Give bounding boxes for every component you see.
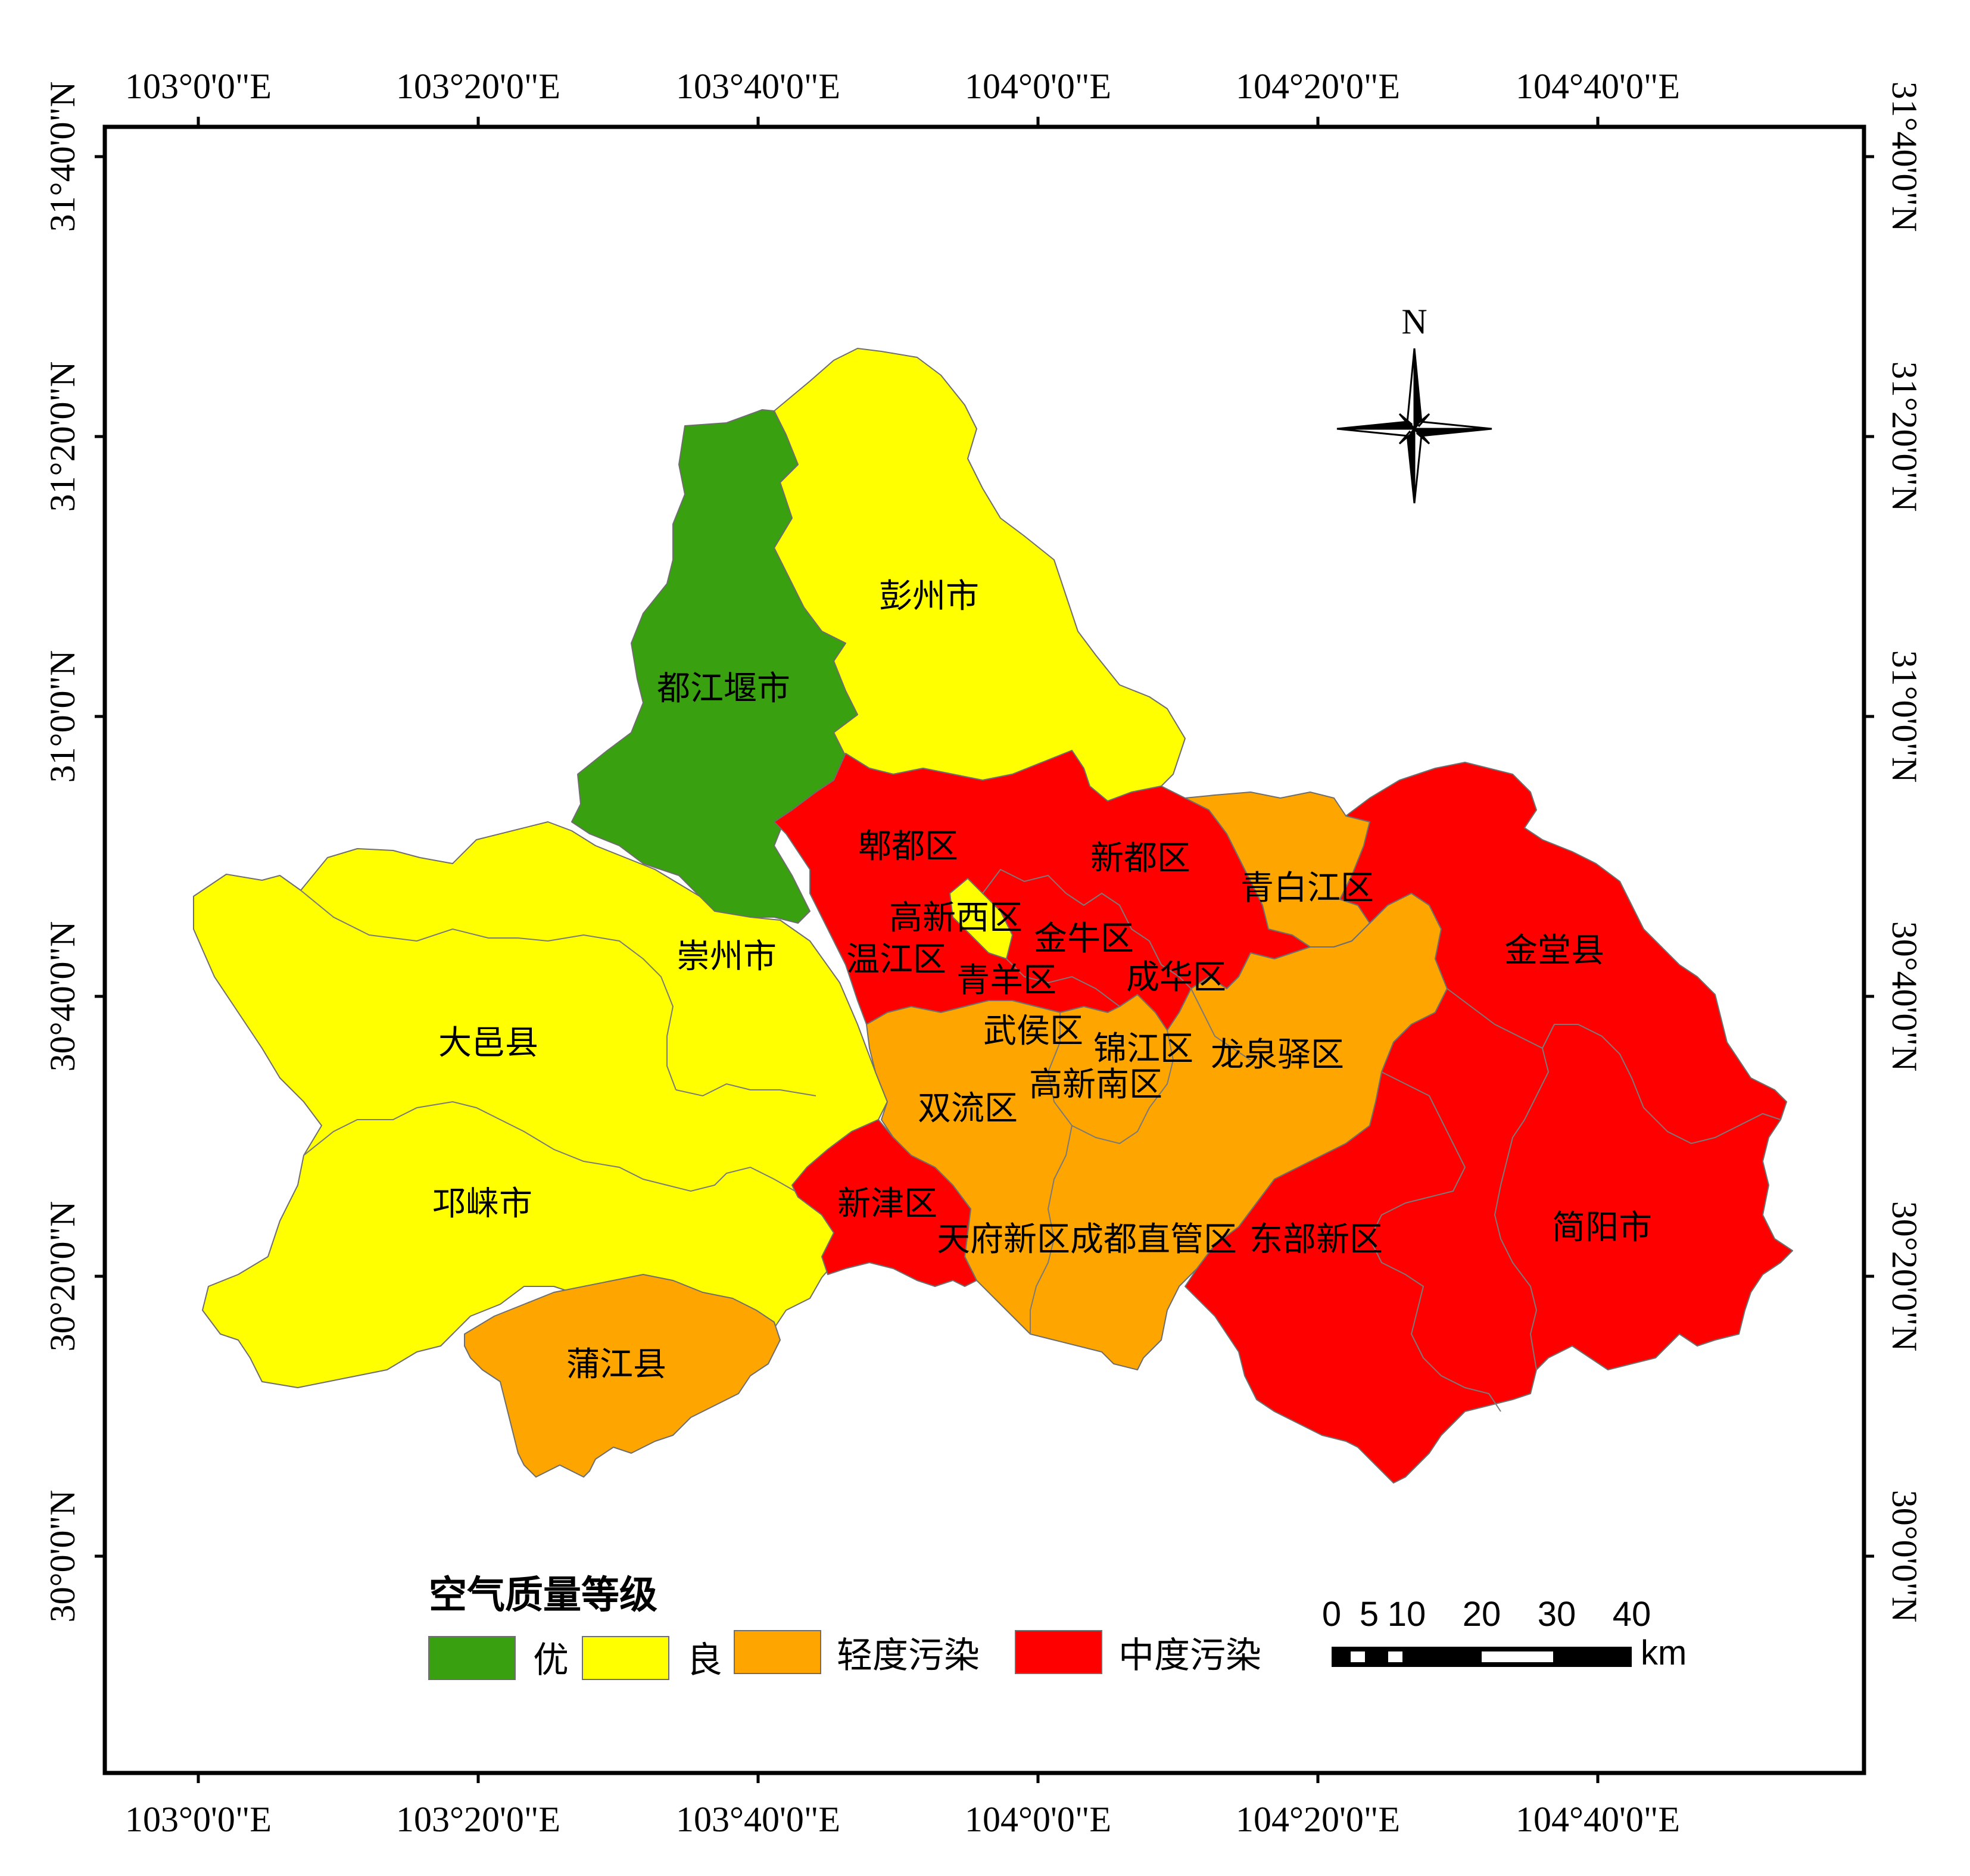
label-jianyang: 简阳市 bbox=[1552, 1208, 1652, 1247]
label-wenjiang: 温江区 bbox=[846, 940, 946, 979]
bottom-lon-label: 104°0'0"E bbox=[965, 1800, 1111, 1839]
legend-swatch-good bbox=[582, 1636, 669, 1680]
legend-title: 空气质量等级 bbox=[429, 1573, 657, 1618]
top-lon-label: 103°0'0"E bbox=[125, 67, 272, 106]
label-xinjin: 新津区 bbox=[837, 1185, 937, 1223]
scale-tick-5: 5 bbox=[1360, 1595, 1379, 1634]
label-dayi: 大邑县 bbox=[438, 1024, 538, 1062]
scale-tick-40: 40 bbox=[1613, 1595, 1651, 1634]
region-dujiangyan bbox=[571, 409, 858, 924]
label-wuhou: 武侯区 bbox=[983, 1012, 1083, 1051]
region-gaoxinxi bbox=[949, 878, 1013, 959]
label-jinniu: 金牛区 bbox=[1034, 920, 1134, 958]
label-xindu: 新都区 bbox=[1090, 839, 1190, 878]
right-lat-label: 31°20'0"N bbox=[1885, 362, 1924, 512]
left-lat-label: 31°20'0"N bbox=[43, 362, 82, 512]
label-chongzhou: 崇州市 bbox=[677, 937, 777, 976]
internal-boundaries bbox=[300, 868, 1781, 1412]
scale-tick-0: 0 bbox=[1322, 1595, 1341, 1634]
left-lat-label: 30°0'0"N bbox=[43, 1490, 82, 1623]
left-lat-label: 31°0'0"N bbox=[43, 650, 82, 783]
label-tianfu: 天府新区成都直管区 bbox=[937, 1220, 1237, 1259]
district-labels: 彭州市 都江堰市 郫都区 新都区 青白江区 高新西区 金牛区 温江区 青羊区 成… bbox=[432, 577, 1652, 1384]
legend-label-light: 轻度污染 bbox=[837, 1635, 980, 1676]
bottom-lon-label: 103°20'0"E bbox=[396, 1800, 560, 1839]
top-longitude-labels: 103°0'0"E 103°20'0"E 103°40'0"E 104°0'0"… bbox=[125, 67, 1680, 106]
scale-bar-segment bbox=[1388, 1651, 1402, 1662]
region-good-west bbox=[193, 821, 888, 1388]
region-xinjin bbox=[791, 1119, 977, 1287]
map-frame bbox=[102, 124, 1866, 1775]
label-dujiangyan: 都江堰市 bbox=[657, 669, 790, 708]
label-qingbaijiang: 青白江区 bbox=[1240, 869, 1374, 908]
scale-bar-segment bbox=[1482, 1651, 1553, 1662]
top-lon-label: 103°40'0"E bbox=[676, 67, 840, 106]
label-jinjiang: 锦江区 bbox=[1093, 1030, 1193, 1068]
label-gaoxinnan: 高新南区 bbox=[1029, 1065, 1162, 1104]
graticule-ticks bbox=[95, 117, 1874, 1783]
label-qingyang: 青羊区 bbox=[956, 961, 1056, 1000]
label-gaoxinxi: 高新西区 bbox=[889, 899, 1023, 937]
label-shuangliu: 双流区 bbox=[918, 1089, 1018, 1128]
region-red-east bbox=[1185, 762, 1793, 1484]
legend-label-excellent: 优 bbox=[533, 1640, 569, 1681]
label-qionglai: 邛崃市 bbox=[432, 1185, 532, 1223]
label-longquanyi: 龙泉驿区 bbox=[1211, 1036, 1344, 1074]
scale-tick-10: 10 bbox=[1388, 1595, 1426, 1634]
right-latitude-labels: 31°40'0"N 31°20'0"N 31°0'0"N 30°40'0"N 3… bbox=[1885, 82, 1924, 1623]
right-lat-label: 30°20'0"N bbox=[1885, 1201, 1924, 1352]
scale-bar: 0 5 10 20 30 40 km bbox=[1322, 1595, 1687, 1672]
top-lon-label: 104°40'0"E bbox=[1516, 67, 1680, 106]
compass-star-icon bbox=[1336, 348, 1492, 504]
label-pengzhou: 彭州市 bbox=[879, 577, 979, 616]
region-pengzhou bbox=[774, 348, 1186, 802]
bottom-lon-label: 103°40'0"E bbox=[676, 1800, 840, 1839]
top-lon-label: 104°0'0"E bbox=[965, 67, 1111, 106]
legend-swatch-moderate bbox=[1015, 1630, 1102, 1674]
scale-bar-segment bbox=[1351, 1651, 1365, 1662]
bottom-lon-label: 103°0'0"E bbox=[125, 1800, 272, 1839]
legend-swatch-excellent bbox=[428, 1636, 516, 1680]
scale-tick-30: 30 bbox=[1538, 1595, 1576, 1634]
left-lat-label: 30°20'0"N bbox=[43, 1201, 82, 1352]
label-chenghua: 成华区 bbox=[1126, 958, 1226, 997]
label-dongbu: 东部新区 bbox=[1249, 1220, 1383, 1259]
legend-label-moderate: 中度污染 bbox=[1118, 1635, 1261, 1676]
right-lat-label: 31°40'0"N bbox=[1885, 82, 1924, 232]
top-lon-label: 103°20'0"E bbox=[396, 67, 560, 106]
right-lat-label: 31°0'0"N bbox=[1885, 650, 1924, 783]
bottom-longitude-labels: 103°0'0"E 103°20'0"E 103°40'0"E 104°0'0"… bbox=[125, 1800, 1680, 1839]
top-lon-label: 104°20'0"E bbox=[1236, 67, 1400, 106]
label-jintang: 金堂县 bbox=[1504, 931, 1604, 970]
north-arrow-label: N bbox=[1401, 302, 1427, 341]
right-lat-label: 30°40'0"N bbox=[1885, 921, 1924, 1072]
legend-label-good: 良 bbox=[687, 1640, 722, 1681]
scale-tick-20: 20 bbox=[1463, 1595, 1501, 1634]
district-regions bbox=[193, 348, 1793, 1484]
bottom-lon-label: 104°20'0"E bbox=[1236, 1800, 1400, 1839]
label-pidu: 郫都区 bbox=[858, 827, 958, 866]
legend-swatch-light bbox=[734, 1630, 821, 1674]
left-latitude-labels: 31°40'0"N 31°20'0"N 31°0'0"N 30°40'0"N 3… bbox=[43, 82, 82, 1623]
left-lat-label: 31°40'0"N bbox=[43, 82, 82, 232]
left-lat-label: 30°40'0"N bbox=[43, 921, 82, 1072]
right-lat-label: 30°0'0"N bbox=[1885, 1490, 1924, 1623]
label-pujiang: 蒲江县 bbox=[566, 1345, 666, 1384]
region-pujiang bbox=[464, 1274, 781, 1478]
legend: 空气质量等级 优 良 轻度污染 中度污染 bbox=[428, 1573, 1261, 1681]
scale-unit: km bbox=[1641, 1634, 1687, 1672]
north-arrow: N bbox=[1336, 302, 1492, 504]
bottom-lon-label: 104°40'0"E bbox=[1516, 1800, 1680, 1839]
